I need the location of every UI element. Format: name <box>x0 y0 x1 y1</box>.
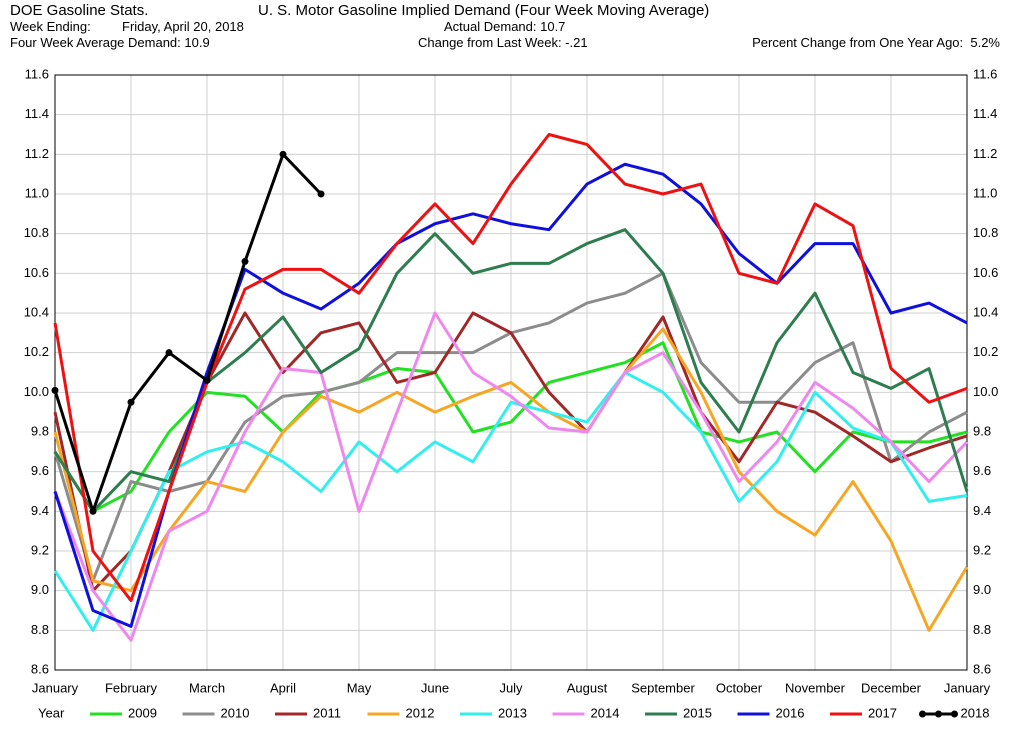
y-tick-label: 9.0 <box>31 582 49 597</box>
y-tick-label: 8.8 <box>31 622 49 637</box>
y2-tick-label: 11.4 <box>973 106 997 121</box>
y2-tick-label: 10.0 <box>973 384 998 399</box>
x-tick-label: January <box>32 680 79 695</box>
series-line <box>53 311 969 642</box>
y-tick-label: 9.6 <box>31 463 49 478</box>
legend-label: 2016 <box>776 705 805 720</box>
y2-tick-label: 11.2 <box>973 146 997 161</box>
y2-tick-label: 9.6 <box>973 463 991 478</box>
legend-label: 2013 <box>498 705 527 720</box>
y2-tick-label: 9.4 <box>973 503 991 518</box>
point <box>279 150 287 158</box>
y-tick-label: 11.2 <box>25 146 49 161</box>
y2-tick-label: 9.8 <box>973 423 991 438</box>
y2-tick-label: 11.6 <box>973 66 997 81</box>
change: Change from Last Week: -.21 <box>418 35 588 50</box>
series-line <box>53 162 968 628</box>
four-week: Four Week Average Demand: 10.9 <box>10 35 210 50</box>
y2-tick-label: 10.2 <box>973 344 998 359</box>
legend-label: 2009 <box>128 705 157 720</box>
legend-label: 2014 <box>591 705 620 720</box>
y-tick-label: 10.8 <box>24 225 49 240</box>
y-tick-label: 9.4 <box>31 503 49 518</box>
x-tick-label: May <box>347 680 372 695</box>
point <box>89 507 97 515</box>
source: DOE Gasoline Stats. <box>10 2 149 19</box>
legend-title: Year <box>38 705 65 720</box>
series-line <box>53 341 968 513</box>
x-tick-label: December <box>861 680 922 695</box>
legend-marker <box>935 710 942 718</box>
x-tick-label: September <box>631 680 695 695</box>
legend-label: 2012 <box>406 705 435 720</box>
percent-change: Percent Change from One Year Ago: 5.2% <box>752 35 1000 50</box>
series-line <box>53 371 968 632</box>
y2-tick-label: 11.0 <box>973 185 997 200</box>
y-tick-label: 9.8 <box>31 423 49 438</box>
y-tick-label: 9.2 <box>31 542 49 557</box>
y2-tick-label: 10.8 <box>973 225 998 240</box>
legend-marker <box>919 710 926 718</box>
y-tick-label: 10.2 <box>24 344 49 359</box>
y2-tick-label: 9.0 <box>973 582 991 597</box>
chart-title: U. S. Motor Gasoline Implied Demand (Fou… <box>258 2 710 19</box>
y2-tick-label: 9.2 <box>973 542 991 557</box>
y-tick-label: 8.6 <box>31 661 49 676</box>
week-label: Week Ending: <box>10 19 91 34</box>
point <box>51 386 59 394</box>
x-tick-label: July <box>499 680 523 695</box>
point <box>241 257 249 265</box>
point <box>127 398 135 406</box>
x-tick-label: January <box>944 680 991 695</box>
legend-label: 2015 <box>683 705 712 720</box>
y-tick-label: 11.4 <box>25 106 49 121</box>
x-tick-label: November <box>785 680 846 695</box>
week-ending: Friday, April 20, 2018 <box>122 19 244 34</box>
x-tick-label: February <box>105 680 158 695</box>
legend-label: 2011 <box>313 705 341 720</box>
y-tick-label: 11.6 <box>25 66 49 81</box>
x-tick-label: March <box>189 680 225 695</box>
x-tick-label: August <box>567 680 608 695</box>
series-line <box>53 327 969 632</box>
legend-label: 2010 <box>221 705 250 720</box>
y-tick-label: 10.4 <box>24 304 49 319</box>
point <box>317 190 325 198</box>
legend-label: 2017 <box>868 705 897 720</box>
y-tick-label: 11.0 <box>25 185 49 200</box>
legend-label: 2018 <box>961 705 990 720</box>
x-tick-label: April <box>270 680 296 695</box>
legend-marker <box>951 710 958 718</box>
plot-frame <box>54 74 968 671</box>
series-line <box>53 152 323 513</box>
y-tick-label: 10.0 <box>24 384 49 399</box>
x-tick-label: June <box>421 680 449 695</box>
y2-tick-label: 8.8 <box>973 622 991 637</box>
y2-tick-label: 8.6 <box>973 661 991 676</box>
point <box>203 376 211 384</box>
y2-tick-label: 10.6 <box>973 265 998 280</box>
actual-demand: Actual Demand: 10.7 <box>444 19 566 34</box>
y-tick-label: 10.6 <box>24 265 49 280</box>
y2-tick-label: 10.4 <box>973 304 998 319</box>
point <box>165 349 173 357</box>
x-tick-label: October <box>716 680 763 695</box>
